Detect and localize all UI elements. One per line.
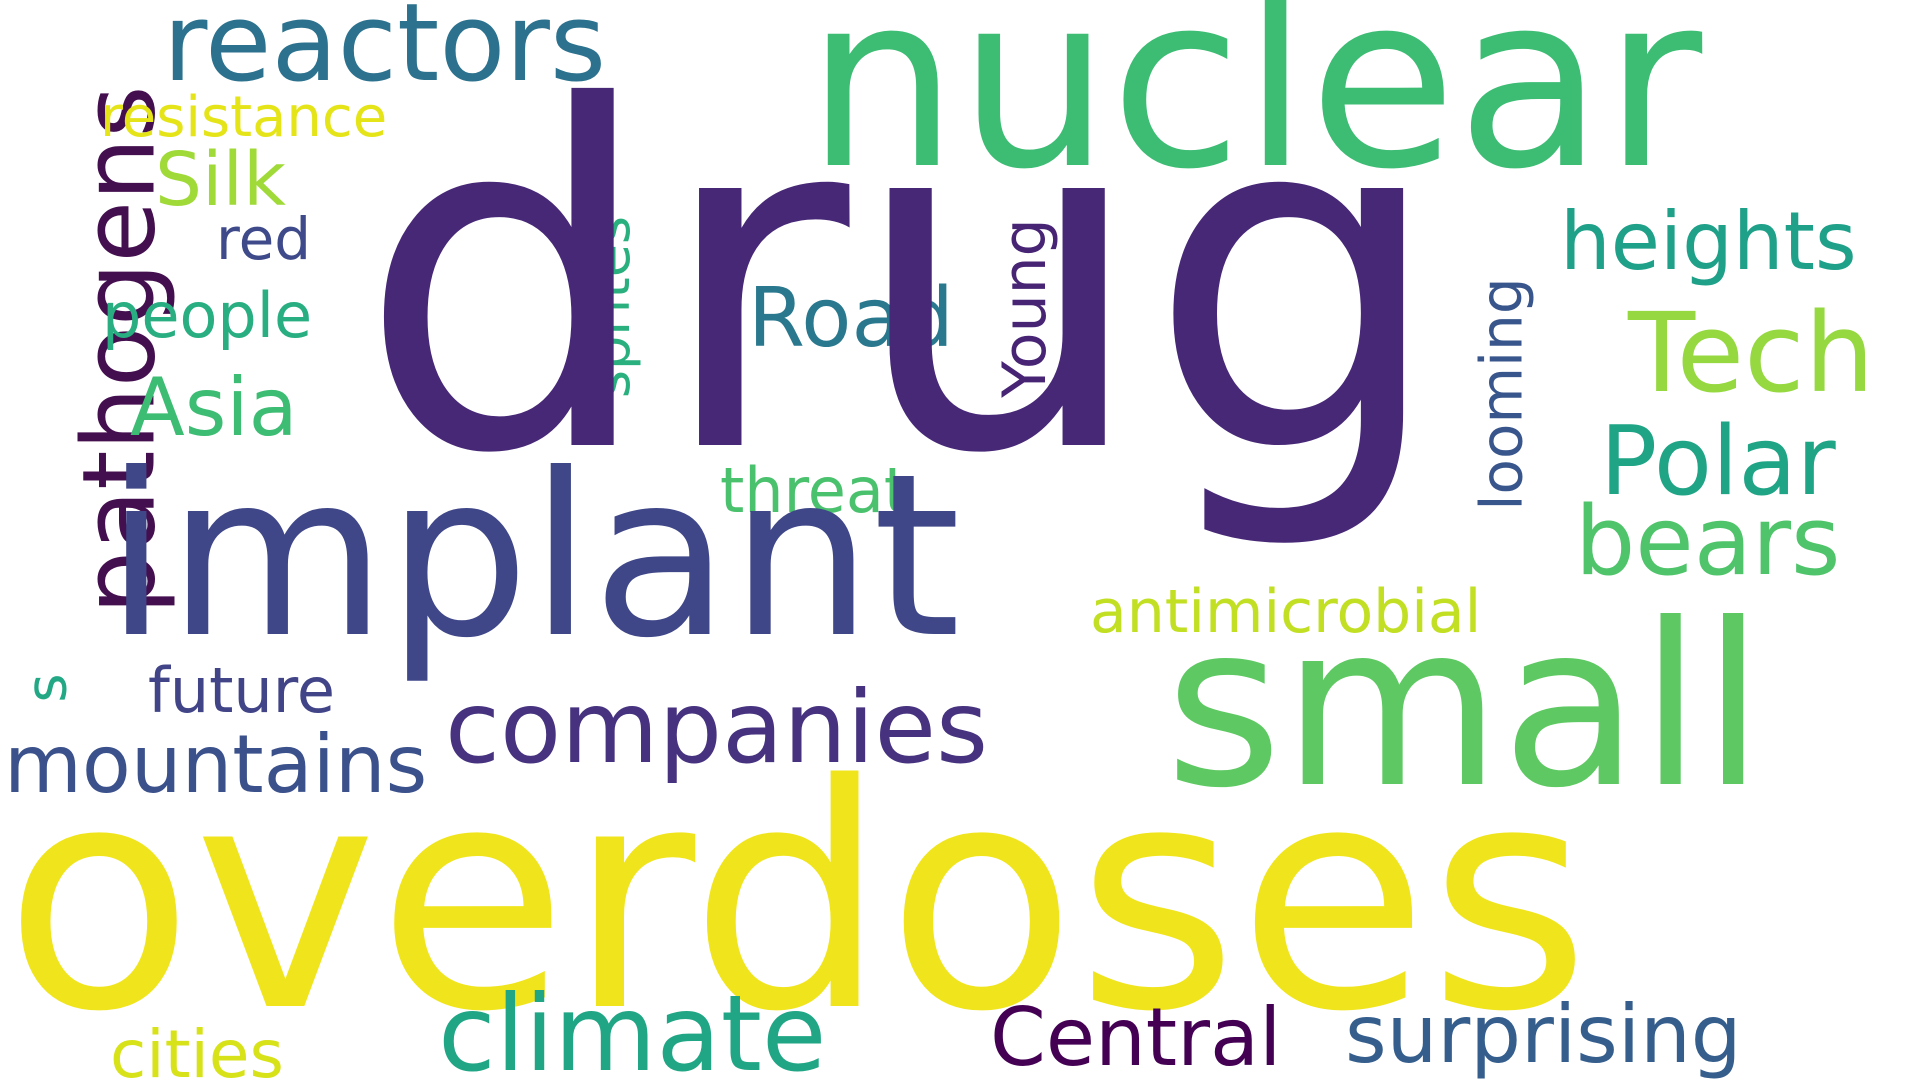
- word-companies: companies: [445, 669, 989, 786]
- word-implant: implant: [105, 426, 961, 688]
- word-s-text: s: [14, 673, 80, 703]
- word-tech: Tech: [1628, 289, 1875, 417]
- word-reactors: reactors: [163, 0, 607, 106]
- word-nuclear: nuclear: [806, 0, 1703, 222]
- word-s: s: [15, 660, 80, 716]
- word-surprising: surprising: [1345, 988, 1742, 1080]
- word-asia: Asia: [130, 361, 298, 454]
- word-climate: climate: [438, 973, 827, 1080]
- word-threat: threat: [720, 454, 909, 527]
- word-cities: cities: [110, 1016, 284, 1080]
- word-resistance: resistance: [100, 85, 388, 150]
- word-overdoses: overdoses: [4, 719, 1591, 1080]
- word-people: people: [102, 279, 313, 352]
- word-central: Central: [990, 991, 1282, 1080]
- word-polar: Polar: [1600, 407, 1836, 517]
- word-heights: heights: [1560, 195, 1857, 288]
- word-looming-text: looming: [1467, 277, 1536, 511]
- word-silk: Silk: [155, 137, 286, 223]
- word-bears: bears: [1575, 487, 1841, 597]
- word-red: red: [216, 205, 312, 273]
- word-mountains: mountains: [4, 718, 428, 811]
- word-drug: drug: [358, 9, 1446, 556]
- word-small: small: [1165, 576, 1765, 838]
- word-road: Road: [748, 271, 954, 366]
- word-antimicrobial: antimicrobial: [1090, 577, 1482, 647]
- word-future: future: [148, 654, 335, 727]
